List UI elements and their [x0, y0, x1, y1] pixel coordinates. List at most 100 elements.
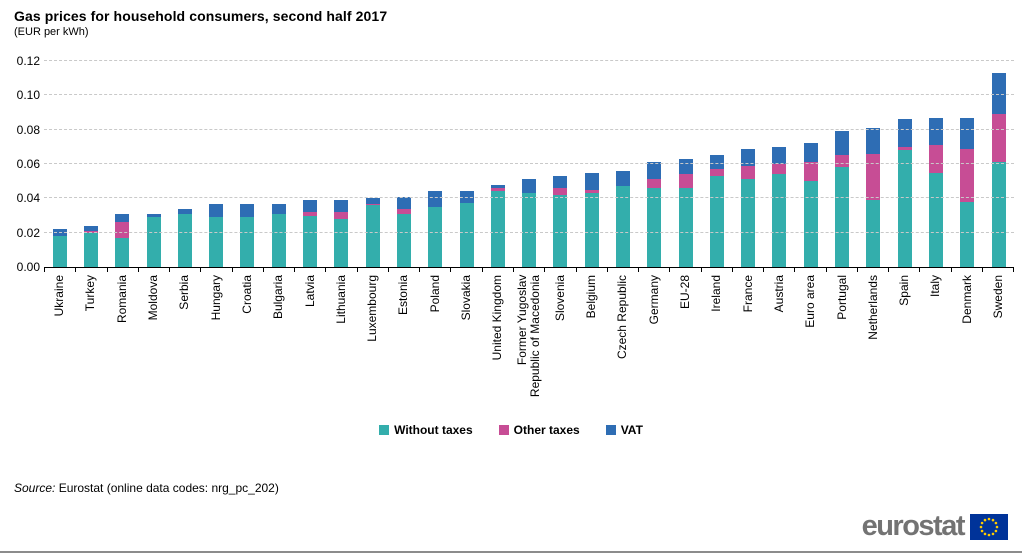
bar-segment	[678, 174, 693, 189]
x-label-slot: Italy	[920, 275, 951, 425]
x-category-label: France	[740, 275, 755, 313]
bar-slot	[513, 61, 544, 267]
bar-segment	[52, 236, 67, 267]
bar-segment	[709, 155, 724, 170]
stacked-bar-estonia	[396, 61, 411, 267]
x-category-label: Ireland	[709, 275, 724, 312]
bar-segment	[209, 203, 224, 218]
bar-segment	[334, 200, 349, 213]
x-tick	[575, 268, 607, 272]
source-line: Source: Eurostat (online data codes: nrg…	[14, 481, 279, 495]
x-tick	[169, 268, 200, 272]
gridline-0.06	[44, 163, 1014, 164]
bar-slot	[733, 61, 764, 267]
legend-item: Other taxes	[498, 423, 580, 437]
bar-segment	[115, 213, 130, 223]
bar-slot	[826, 61, 857, 267]
stacked-bar-former-yugoslav-republic-of-macedonia	[522, 61, 537, 267]
x-category-label: Netherlands	[865, 275, 880, 340]
bar-segment	[741, 165, 756, 180]
bar-slot	[701, 61, 732, 267]
bar-slot	[138, 61, 169, 267]
bar-segment	[960, 201, 975, 267]
stacked-bar-slovenia	[553, 61, 568, 267]
stacked-bar-turkey	[83, 61, 98, 267]
x-category-label: Croatia	[239, 275, 254, 314]
x-label-slot: Netherlands	[858, 275, 889, 425]
bar-segment	[835, 155, 850, 168]
x-label-slot: Austria	[764, 275, 795, 425]
x-tick	[919, 268, 950, 272]
stacked-bar-hungary	[209, 61, 224, 267]
y-tick-label-0.10: 0.10	[16, 88, 40, 103]
chart-subtitle: (EUR per kWh)	[14, 26, 89, 38]
x-tick	[638, 268, 669, 272]
bar-segment	[772, 174, 787, 267]
legend-label: Without taxes	[394, 423, 473, 437]
stacked-bar-germany	[647, 61, 662, 267]
x-label-slot: Estonia	[388, 275, 419, 425]
chart-area: 0.00 0.02 0.04 0.06 0.08 0.10 0.12 Ukraine Turk…	[8, 54, 1015, 425]
bar-segment	[991, 73, 1006, 115]
bar-segment	[271, 213, 286, 267]
bar-segment	[647, 162, 662, 180]
x-tick	[106, 268, 138, 272]
bar-segment	[490, 191, 505, 267]
bar-segment	[928, 117, 943, 146]
x-label-slot: United Kingdom	[482, 275, 513, 425]
x-category-label: Slovenia	[552, 275, 567, 322]
bar-slot	[952, 61, 983, 267]
bar-segment	[960, 117, 975, 149]
y-tick-label-0.08: 0.08	[16, 122, 40, 137]
bar-segment	[835, 131, 850, 156]
bar-segment	[490, 188, 505, 192]
x-label-slot: Romania	[107, 275, 138, 425]
x-category-label: Sweden	[991, 275, 1006, 319]
x-category-label: Romania	[114, 275, 129, 324]
legend-label: Other taxes	[513, 423, 580, 437]
bar-slot	[263, 61, 294, 267]
bar-segment	[803, 181, 818, 267]
x-category-label: Bulgaria	[271, 275, 286, 320]
stacked-bar-euro-area	[803, 61, 818, 267]
bar-segment	[584, 193, 599, 267]
bar-segment	[334, 212, 349, 219]
x-tick	[325, 268, 356, 272]
gridline-0.08	[44, 128, 1014, 130]
x-label-slot: Turkey	[75, 275, 106, 425]
bar-slot	[44, 61, 75, 267]
plot-area	[44, 60, 1014, 268]
x-label-slot: Spain	[889, 275, 920, 425]
bar-segment	[115, 222, 130, 238]
x-label-slot: Czech Republic	[607, 275, 638, 425]
stacked-bar-france	[741, 61, 756, 267]
legend-swatch-icon	[605, 425, 616, 435]
x-category-label: Austria	[771, 275, 786, 313]
x-category-label: Ukraine	[52, 275, 67, 317]
bar-segment	[835, 167, 850, 267]
x-label-slot: Belgium	[576, 275, 607, 425]
x-category-label: Latvia	[302, 275, 317, 308]
bar-segment	[83, 225, 98, 231]
bar-segment	[209, 217, 224, 267]
x-tick	[512, 268, 544, 272]
bar-segment	[115, 237, 130, 267]
x-tick	[888, 268, 919, 272]
stacked-bar-united-kingdom	[490, 61, 505, 267]
x-category-label: Former Yugoslav Republic of Macedonia	[515, 275, 543, 398]
x-tick	[544, 268, 575, 272]
eurostat-logo: eurostat	[862, 512, 1008, 541]
y-tick-label-0.04: 0.04	[16, 191, 40, 206]
bar-segment	[522, 193, 537, 267]
x-category-label: United Kingdom	[490, 275, 505, 361]
stacked-bar-ukraine	[52, 61, 67, 267]
legend-item: VAT	[605, 423, 643, 437]
x-label-slot: Luxembourg	[357, 275, 388, 425]
x-tick	[856, 268, 888, 272]
bar-segment	[991, 114, 1006, 163]
x-category-label: Spain	[897, 275, 912, 306]
x-tick	[950, 268, 982, 272]
x-label-slot: Serbia	[169, 275, 200, 425]
x-tick	[825, 268, 857, 272]
